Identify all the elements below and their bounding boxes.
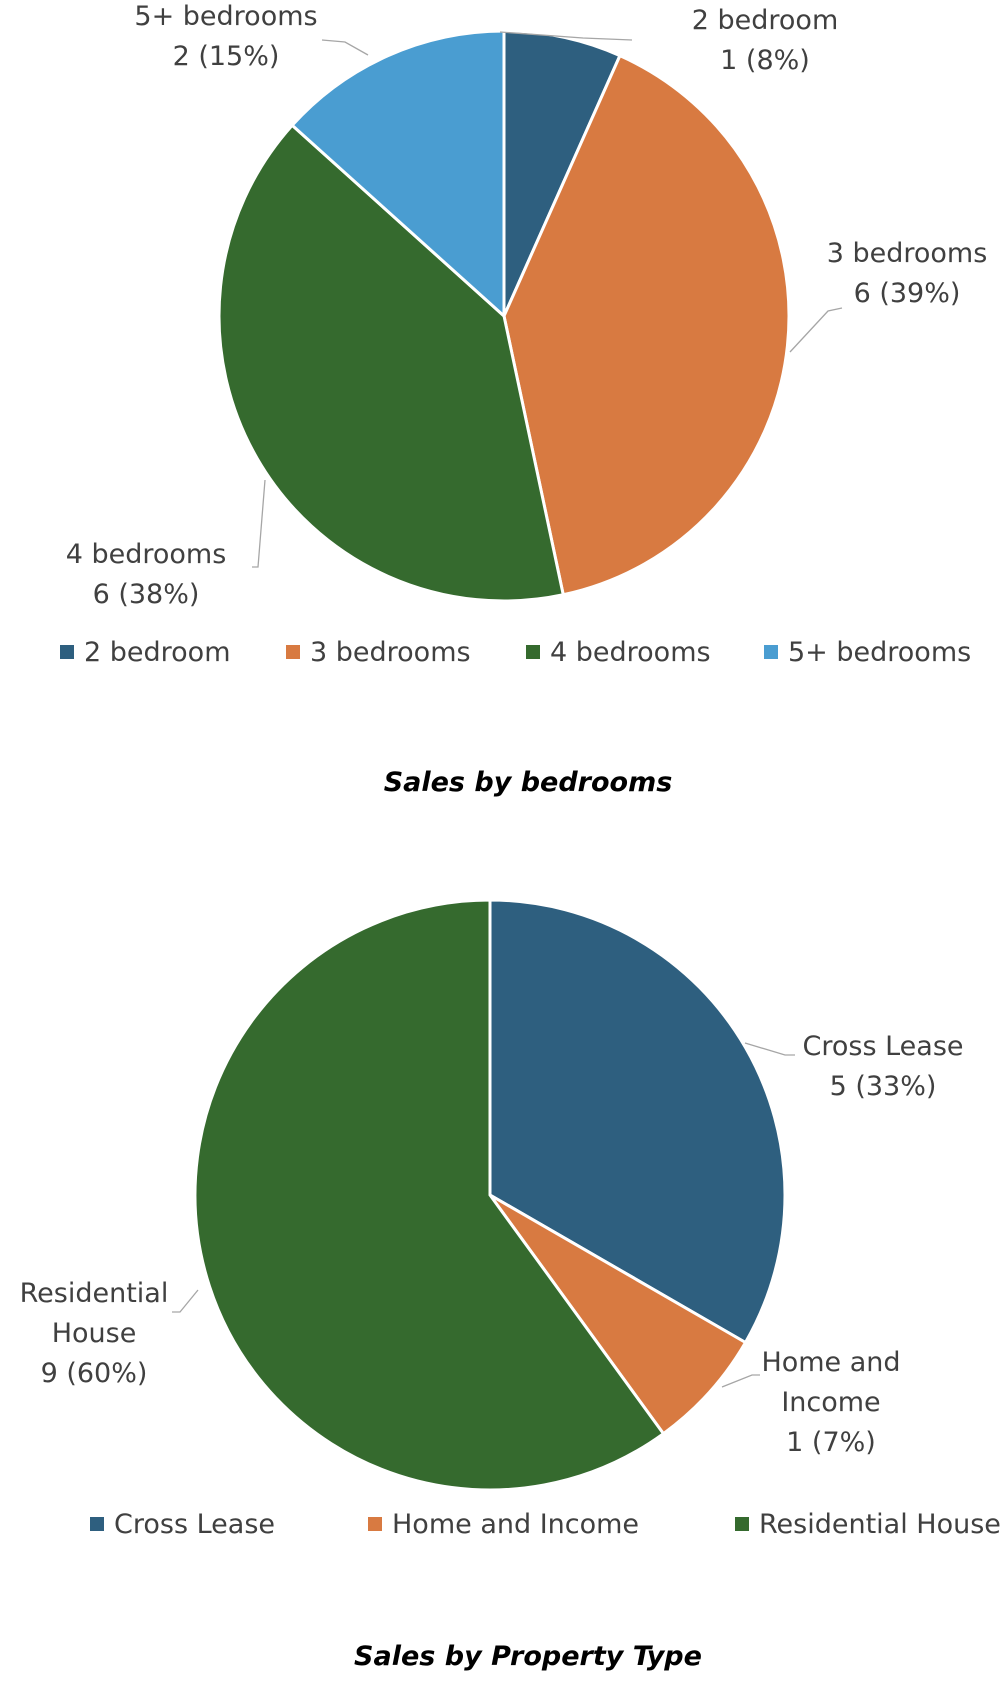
legend-label-2-bedroom: 2 bedroom	[84, 637, 231, 668]
legend-label-residential-house: Residential House	[759, 1509, 1001, 1540]
legend-label-4-bedrooms: 4 bedrooms	[550, 637, 711, 668]
legend-label-cross-lease: Cross Lease	[114, 1509, 275, 1540]
pie-slice-4-bedrooms	[217, 123, 566, 603]
leader-line-cross-lease	[744, 1042, 795, 1056]
data-label-home-and-income: Home and Income 1 (7%)	[761, 1347, 900, 1458]
data-label-5-bedrooms: 5+ bedrooms 2 (15%)	[134, 1, 317, 72]
data-label-4-bedrooms: 4 bedrooms 6 (38%)	[66, 539, 227, 610]
data-label-cross-lease: Cross Lease 5 (33%)	[803, 1031, 964, 1102]
pie-slice-cross-lease	[488, 898, 787, 1345]
pie-slice-5-bedrooms	[290, 29, 506, 320]
legend-label-5-bedrooms: 5+ bedrooms	[788, 637, 971, 668]
legend-swatch-cross-lease	[90, 1517, 104, 1531]
pie-slice-home-and-income	[488, 1193, 748, 1436]
legend-swatch-4-bedrooms	[526, 645, 540, 659]
sales-by-property-type-chart: Cross Lease 5 (33%) Home and Income 1 (7%) Re…	[20, 898, 1001, 1672]
legend-label-3-bedrooms: 3 bedrooms	[310, 637, 471, 668]
data-label-residential-house: Residential House 9 (60%)	[20, 1278, 169, 1389]
sales-by-bedrooms-caption: Sales by bedrooms	[384, 767, 673, 798]
pie-slice-3-bedrooms	[502, 53, 791, 597]
leader-line-5-bedrooms	[321, 39, 369, 56]
sales-by-property-type-caption: Sales by Property Type	[354, 1641, 702, 1672]
data-label-3-bedrooms: 3 bedrooms 6 (39%)	[827, 238, 988, 309]
sales-by-property-type-legend: Cross Lease Home and Income Residential Ho…	[90, 1509, 1001, 1540]
leader-line-residential-house	[172, 1289, 199, 1313]
data-label-2-bedroom: 2 bedroom 1 (8%)	[692, 5, 839, 76]
legend-label-home-and-income: Home and Income	[392, 1509, 639, 1540]
leader-line-4-bedrooms	[252, 479, 266, 568]
pie-slice-2-bedroom	[502, 29, 622, 317]
pie-slice-residential-house	[193, 898, 666, 1492]
sales-by-bedrooms-chart: 2 bedroom 1 (8%) 3 bedrooms 6 (39%) 4 bedroo…	[60, 1, 987, 798]
legend-swatch-residential-house	[735, 1517, 749, 1531]
leader-line-3-bedrooms	[789, 307, 843, 353]
sales-by-bedrooms-legend: 2 bedroom 3 bedrooms 4 bedrooms 5+ bedrooms	[60, 637, 971, 668]
legend-swatch-5-bedrooms	[764, 645, 778, 659]
legend-swatch-home-and-income	[368, 1517, 382, 1531]
legend-swatch-2-bedroom	[60, 645, 74, 659]
leader-line-2-bedroom	[499, 31, 633, 41]
legend-swatch-3-bedrooms	[286, 645, 300, 659]
leader-line-home-and-income	[721, 1374, 760, 1388]
